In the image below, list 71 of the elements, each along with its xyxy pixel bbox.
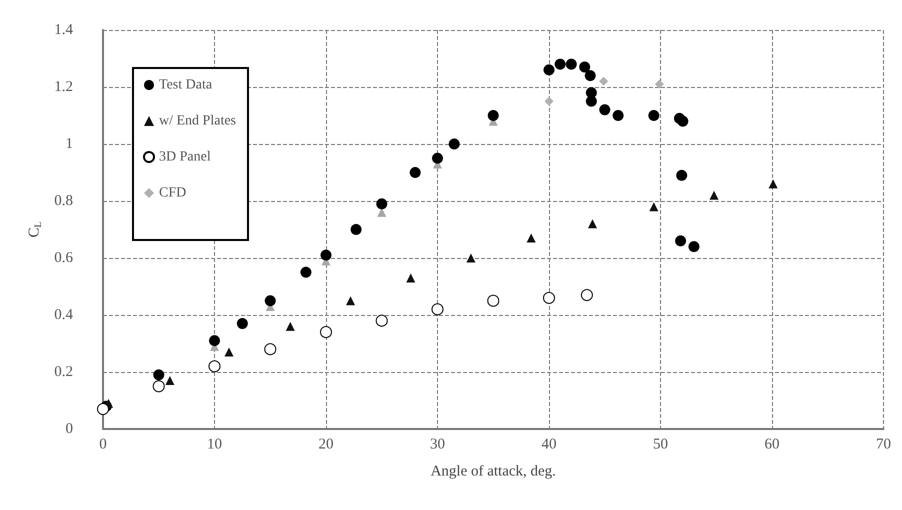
y-tick-label: 0.6: [54, 250, 74, 266]
point: [688, 241, 700, 252]
point: [320, 326, 332, 338]
point: [544, 64, 554, 76]
point: [544, 96, 554, 106]
point: [410, 167, 421, 178]
point: [165, 376, 174, 386]
point: [588, 219, 597, 228]
point: [286, 322, 295, 331]
point: [710, 190, 719, 200]
x-tick-label: 40: [542, 436, 556, 452]
point: [376, 198, 388, 210]
point: [153, 369, 164, 380]
point: [350, 224, 362, 235]
point: [432, 152, 443, 164]
point: [580, 289, 593, 302]
point: [543, 292, 555, 304]
point: [97, 403, 109, 416]
point: [768, 179, 778, 188]
x-tick-label: 30: [430, 436, 445, 452]
point: [488, 110, 499, 121]
point: [584, 70, 596, 82]
x-axis-title: Angle of attack, deg.: [430, 464, 556, 480]
x-tick-label: 0: [99, 436, 107, 452]
legend-label: 3D Panel: [159, 150, 211, 164]
y-tick-label: 1: [66, 136, 73, 152]
legend-label: w/ End Plates: [159, 114, 236, 128]
legend-label: Test Data: [159, 78, 213, 92]
point: [236, 318, 248, 330]
point: [432, 303, 444, 316]
y-tick-label: 1.2: [54, 79, 73, 95]
point: [677, 116, 688, 127]
point: [599, 76, 608, 86]
point: [648, 110, 660, 121]
point: [599, 104, 610, 116]
legend-label: CFD: [159, 186, 186, 200]
x-tick-label: 50: [653, 436, 668, 452]
x-tick-label: 10: [207, 436, 222, 452]
y-tick-label: 0.2: [54, 364, 73, 380]
x-tick-label: 20: [318, 436, 334, 452]
point: [487, 294, 500, 307]
x-tick-label: 70: [876, 436, 891, 452]
y-tick-label: 0: [66, 421, 73, 437]
y-tick-label: 0.4: [54, 307, 74, 323]
point: [612, 110, 624, 121]
y-tick-label: 1.4: [54, 22, 74, 38]
point: [554, 58, 566, 70]
y-axis-title: CL: [26, 221, 44, 238]
point: [209, 335, 220, 346]
point: [208, 360, 220, 372]
point: [152, 380, 165, 392]
point: [675, 235, 686, 246]
point: [264, 295, 276, 306]
point: [654, 80, 664, 89]
x-tick-label: 60: [764, 436, 780, 452]
point: [376, 314, 388, 327]
point: [406, 273, 416, 282]
point: [649, 202, 658, 212]
point: [676, 170, 688, 181]
point: [466, 254, 476, 262]
point: [264, 343, 276, 356]
y-tick-label: 0.8: [54, 193, 73, 209]
point: [346, 296, 356, 306]
point: [566, 58, 577, 70]
point: [526, 234, 536, 243]
point: [320, 250, 332, 261]
point: [224, 348, 234, 357]
point: [579, 62, 590, 73]
point: [586, 96, 597, 107]
point: [300, 266, 312, 278]
point: [448, 138, 460, 150]
